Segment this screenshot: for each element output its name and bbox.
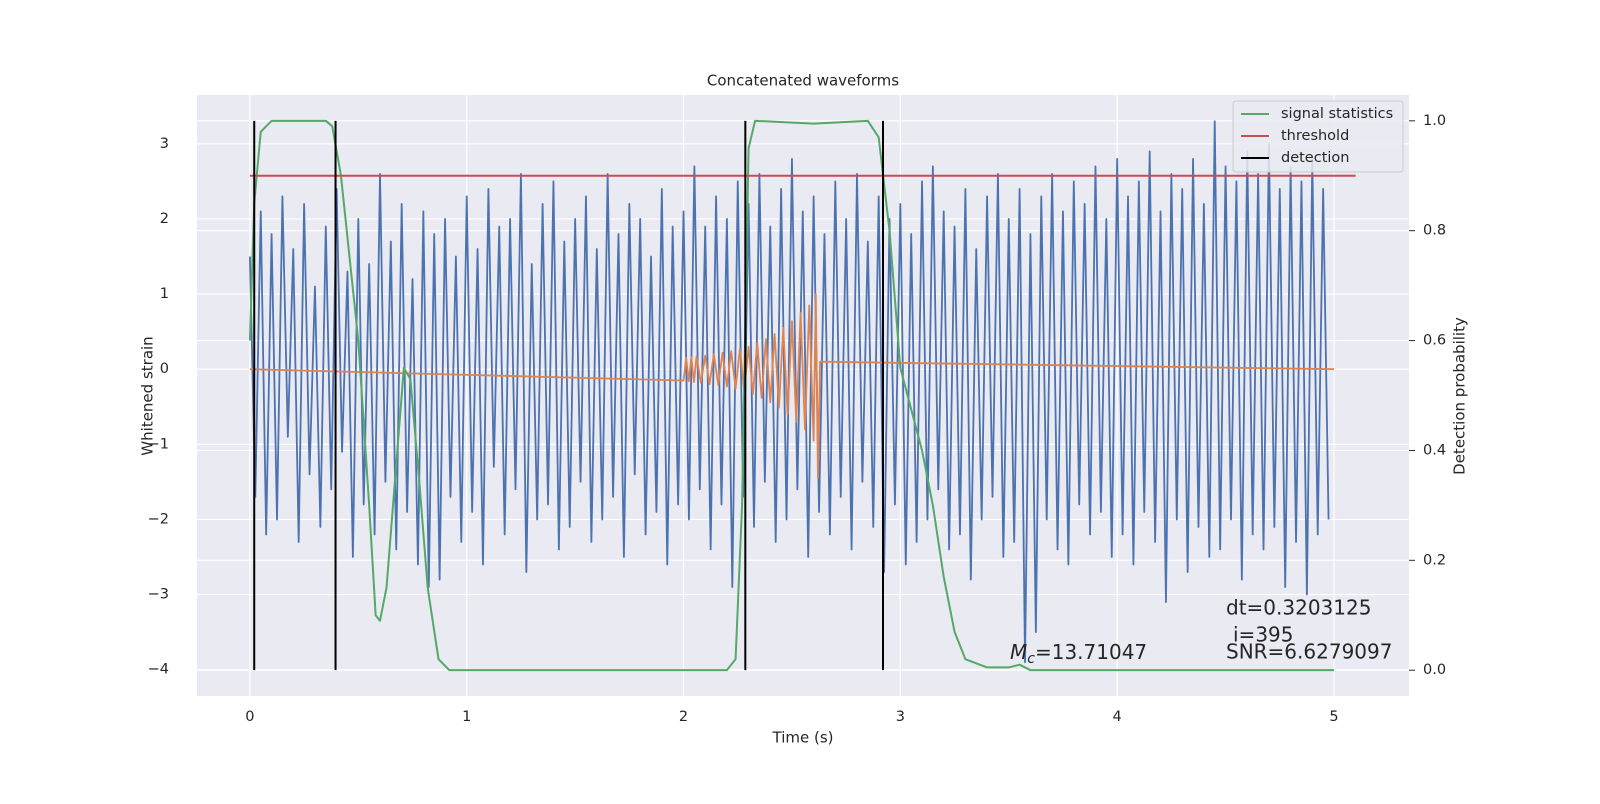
y2-tick-label: 1.0 <box>1423 113 1446 129</box>
x-tick-label: 1 <box>462 709 471 725</box>
annotation-symbol: M <box>1010 640 1027 664</box>
series-line <box>249 293 1334 480</box>
y-tick-label: −3 <box>148 587 169 603</box>
x-tick-label: 0 <box>245 709 254 725</box>
y2-tick-label: 0.6 <box>1423 333 1446 349</box>
x-tick-label: 4 <box>1113 709 1122 725</box>
legend-label: signal statistics <box>1281 106 1393 122</box>
annotation: i=395 <box>1233 623 1294 647</box>
series-line <box>248 119 1334 672</box>
series-line <box>249 120 1330 664</box>
y-tick-label: 3 <box>160 136 169 152</box>
y2-tick-label: 0.8 <box>1423 223 1446 239</box>
annotation: Mc=13.71047 <box>1010 640 1147 668</box>
annotation: dt=0.3203125 <box>1226 596 1371 620</box>
y-axis-label: Whitened strain <box>139 336 157 455</box>
y2-tick-label: 0.4 <box>1423 442 1446 458</box>
y-tick-label: −4 <box>148 662 169 678</box>
y2-tick-label: 0.0 <box>1423 662 1446 678</box>
y-tick-label: −1 <box>148 436 169 452</box>
annotation-value: =13.71047 <box>1035 640 1147 664</box>
y2-tick-label: 0.2 <box>1423 552 1446 568</box>
annotation-subscript: c <box>1027 651 1035 667</box>
x-axis-label: Time (s) <box>772 729 834 747</box>
x-tick-label: 5 <box>1329 709 1338 725</box>
chart-title: Concatenated waveforms <box>707 72 899 90</box>
x-tick-label: 2 <box>679 709 688 725</box>
y-tick-label: 2 <box>160 211 169 227</box>
legend-box <box>1232 100 1404 173</box>
x-tick-label: 3 <box>896 709 905 725</box>
y-tick-label: 0 <box>160 361 169 377</box>
annotation: SNR=6.6279097 <box>1226 640 1392 664</box>
y-tick-label: −2 <box>148 511 169 527</box>
series-line <box>253 120 885 671</box>
legend-label: detection <box>1281 150 1349 166</box>
y2-axis-label: Detection probability <box>1451 317 1469 475</box>
legend-label: threshold <box>1281 128 1349 144</box>
y-tick-label: 1 <box>160 286 169 302</box>
